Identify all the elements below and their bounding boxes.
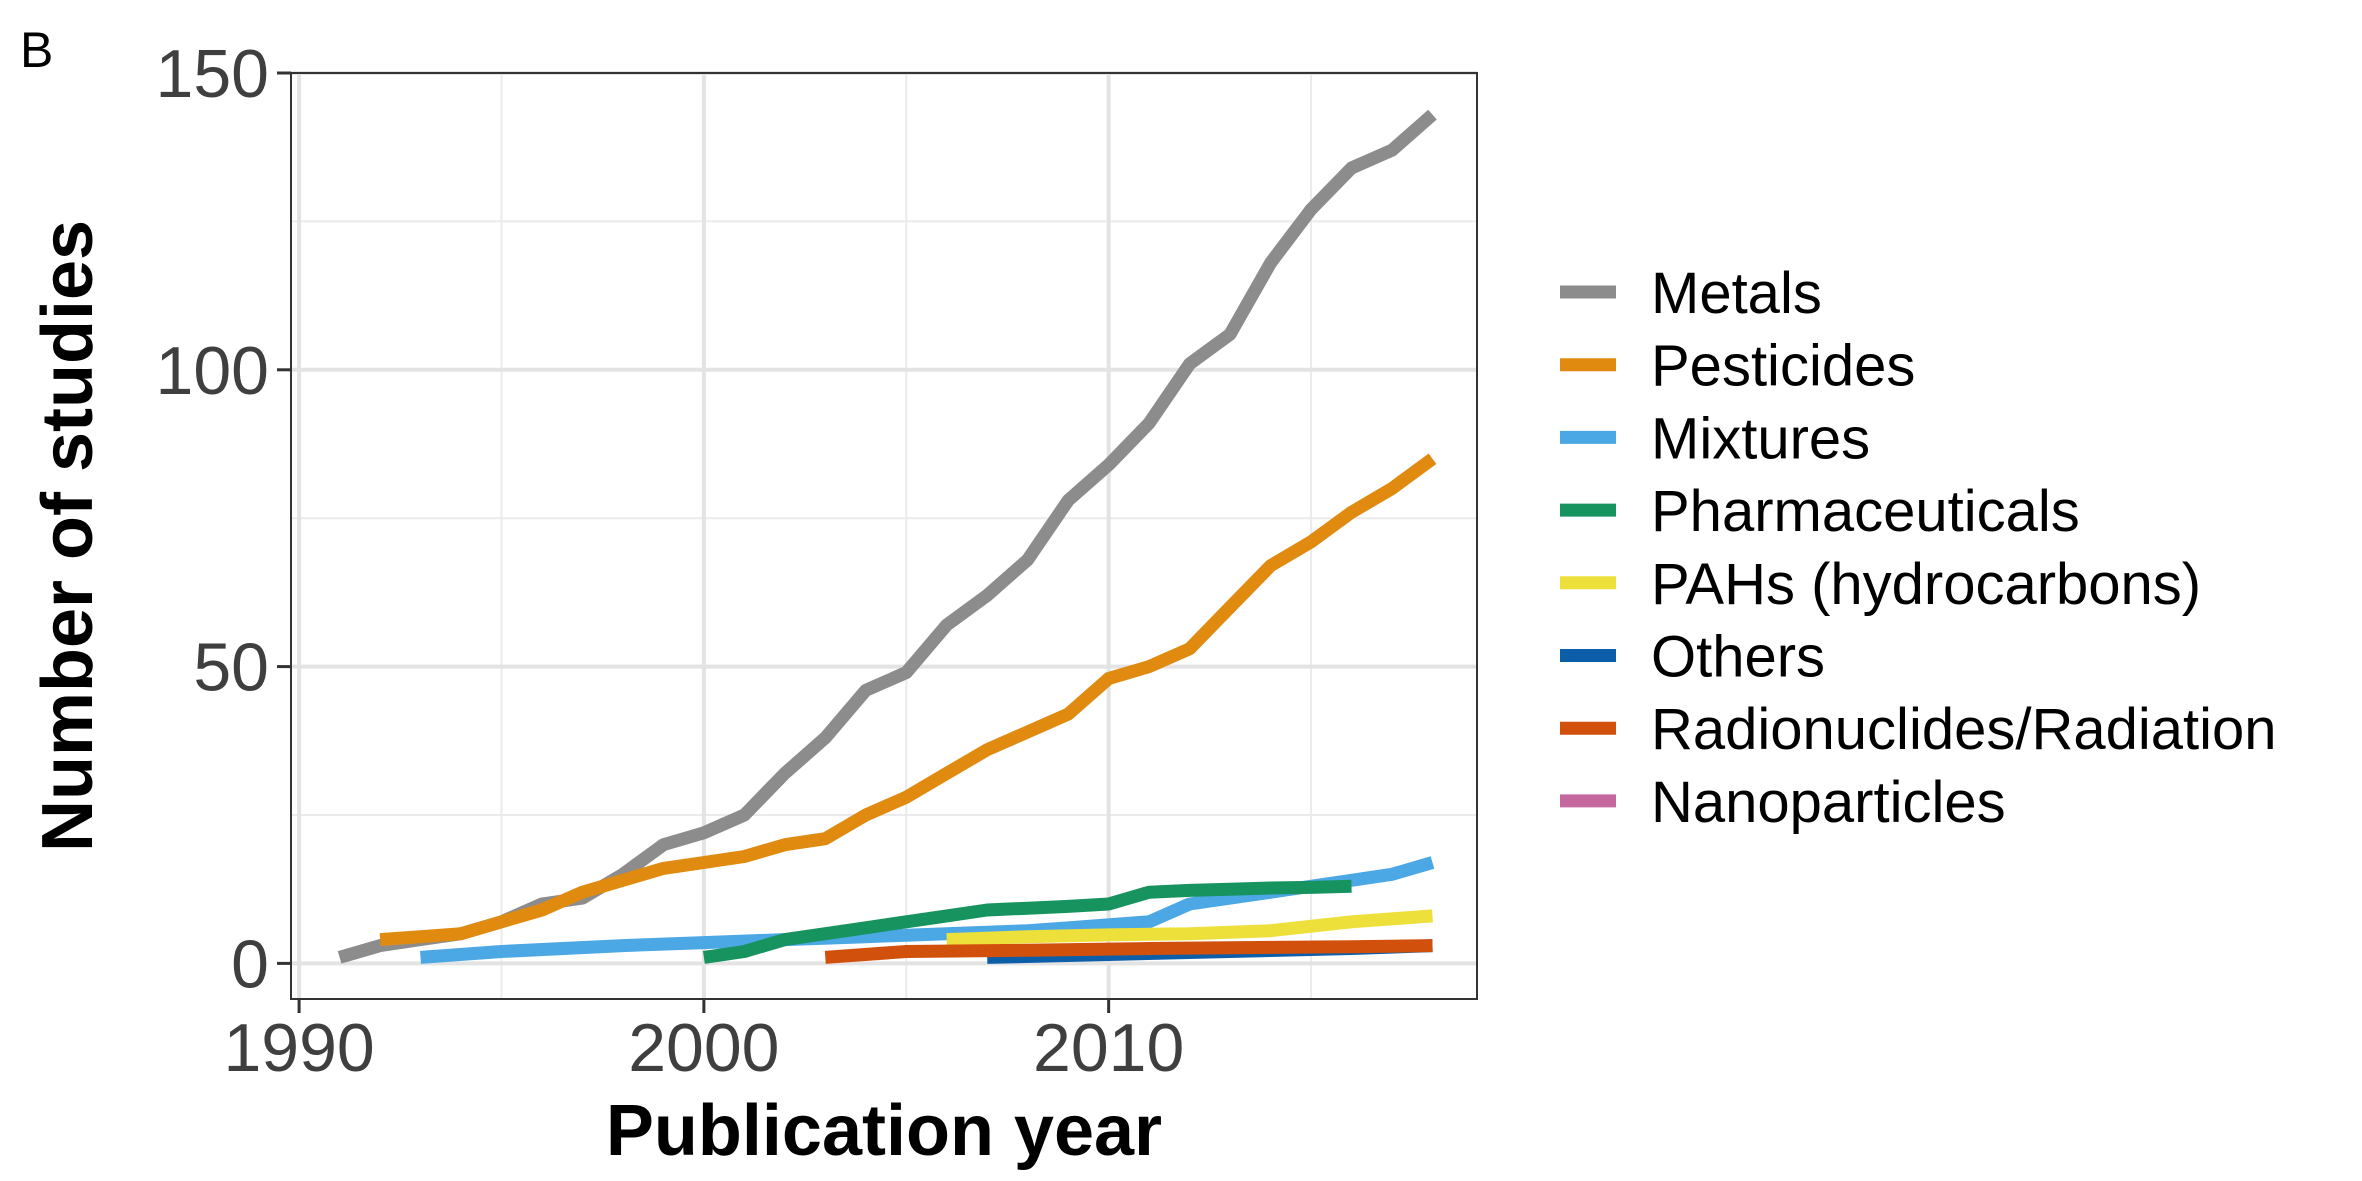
- plot-border: [290, 72, 1478, 1000]
- y-tick-label: 100: [156, 333, 269, 409]
- series-line-7: [824, 939, 1433, 964]
- x-tick-label: 2010: [1033, 1010, 1184, 1086]
- series-lines: [337, 109, 1437, 964]
- series-line-5: [946, 909, 1433, 947]
- x-axis-title: Publication year: [606, 1091, 1162, 1171]
- panel-label: B: [20, 22, 53, 78]
- x-tick-label: 2000: [628, 1010, 779, 1086]
- series-line-2: [379, 453, 1437, 947]
- legend-label-3: Mixtures: [1651, 406, 1870, 471]
- y-tick-label: 150: [156, 36, 269, 112]
- legend-label-6: Others: [1651, 625, 1825, 690]
- x-tick-label: 1990: [223, 1010, 374, 1086]
- plot-panel: [291, 73, 1477, 999]
- legend: Metals Pesticides Mixtures Pharmaceuticals P…: [1560, 261, 2277, 835]
- legend-label-2: Pesticides: [1651, 334, 1915, 399]
- y-tick-label: 50: [193, 630, 269, 706]
- y-axis-title: Number of studies: [28, 220, 108, 852]
- y-tick-label: 0: [231, 926, 269, 1002]
- legend-label-7: Radionuclides/Radiation: [1651, 697, 2277, 762]
- legend-label-8: Nanoparticles: [1651, 770, 2006, 835]
- series-line-4: [702, 879, 1352, 964]
- legend-label-1: Metals: [1651, 261, 1822, 326]
- axes: 1990 2000 2010 0 50 100 150: [156, 36, 1185, 1086]
- legend-label-4: Pharmaceuticals: [1651, 479, 2080, 544]
- legend-label-5: PAHs (hydrocarbons): [1651, 552, 2201, 617]
